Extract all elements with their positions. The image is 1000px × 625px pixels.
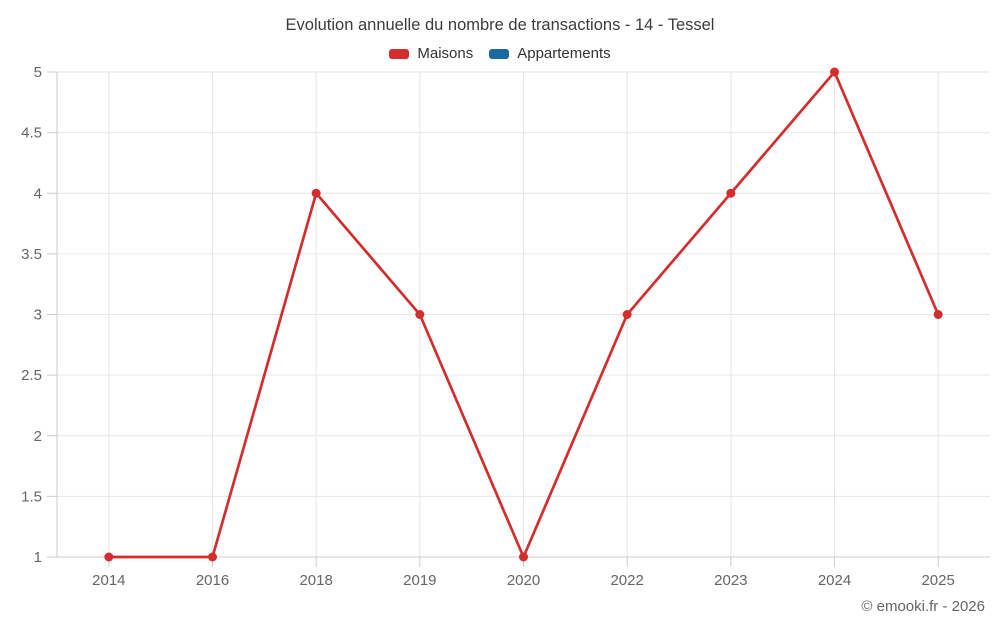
legend-label-maisons: Maisons [417,45,474,62]
x-tick-label: 2024 [818,572,851,589]
legend-swatch-appartements [489,48,510,59]
data-point-maisons-2024[interactable] [830,67,839,77]
footer-credit: © emooki.fr - 2026 [861,598,985,615]
y-tick-label: 5 [34,64,42,81]
y-tick-label: 4 [34,185,42,202]
chart-title: Evolution annuelle du nombre de transact… [285,16,715,34]
legend-swatch-maisons [389,48,410,59]
x-tick-label: 2018 [299,572,332,589]
data-point-maisons-2025[interactable] [933,310,943,319]
legend-item-maisons[interactable]: Maisons [389,45,473,62]
data-point-maisons-2022[interactable] [622,310,632,319]
legend-item-appartements[interactable]: Appartements [489,45,611,62]
x-tick-label: 2016 [196,572,229,589]
x-tick-label: 2025 [921,572,954,589]
y-tick-label: 3 [34,307,42,324]
y-tick-label: 1.5 [21,488,42,505]
x-tick-label: 2019 [403,572,436,589]
data-point-maisons-2016[interactable] [208,552,217,562]
legend-label-appartements: Appartements [517,45,611,62]
y-tick-label: 1 [34,549,42,566]
y-tick-label: 2 [34,428,42,445]
x-tick-label: 2014 [92,572,125,589]
data-point-maisons-2019[interactable] [415,310,425,319]
y-tick-label: 3.5 [21,246,42,263]
y-tick-label: 4.5 [21,125,42,142]
data-point-maisons-2018[interactable] [311,188,321,198]
data-point-maisons-2014[interactable] [104,552,114,562]
y-tick-label: 2.5 [21,367,42,384]
legend: Maisons Appartements [0,45,1000,62]
x-tick-label: 2022 [610,572,643,589]
data-point-maisons-2023[interactable] [726,188,736,198]
x-tick-label: 2020 [507,572,540,589]
x-tick-label: 2023 [714,572,747,589]
data-point-maisons-2020[interactable] [519,552,528,562]
